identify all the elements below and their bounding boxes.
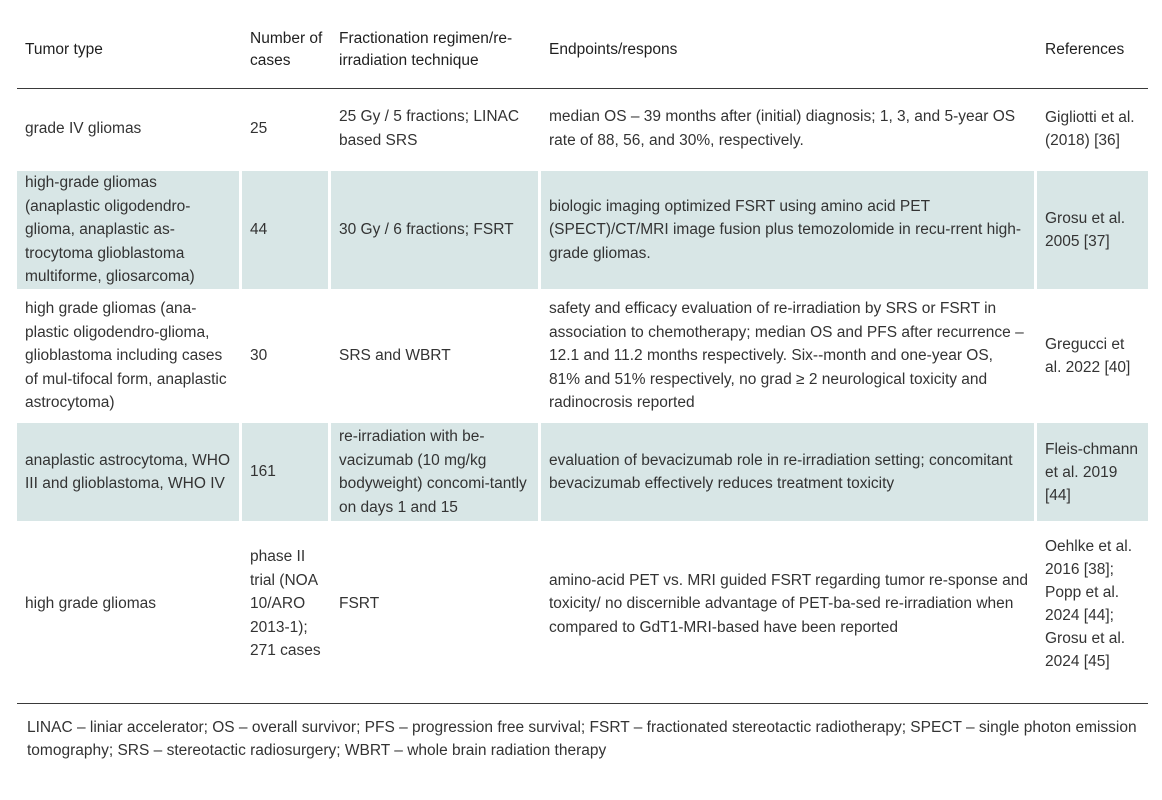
header-endpoints: Endpoints/respons [541,12,1037,89]
header-tumor-type: Tumor type [17,12,242,89]
table-row: anaplastic astrocytoma, WHO III and glio… [17,423,1148,524]
header-fractionation: Fractionation regimen/re-irradiation tec… [331,12,541,89]
cell-endpoints: safety and efficacy evaluation of re-irr… [541,292,1037,423]
cell-tumor-type: high grade gliomas [17,524,242,687]
cell-endpoints: amino-acid PET vs. MRI guided FSRT regar… [541,524,1037,687]
header-references: References [1037,12,1148,89]
cell-references: Grosu et al. 2005 [37] [1037,171,1148,292]
cell-fractionation: re-irradiation with be-vacizumab (10 mg/… [331,423,541,524]
cell-references: Oehlke et al. 2016 [38]; Popp et al. 202… [1037,524,1148,687]
cell-references: Fleis-chmann et al. 2019 [44] [1037,423,1148,524]
cell-references: Gregucci et al. 2022 [40] [1037,292,1148,423]
cell-endpoints: evaluation of bevacizumab role in re-irr… [541,423,1037,524]
table-row: high grade gliomas (ana-plastic oligoden… [17,292,1148,423]
cell-cases: 44 [242,171,331,292]
cell-tumor-type: grade IV gliomas [17,89,242,171]
table-container: Tumor type Number of cases Fractionation… [17,12,1148,759]
gliomas-reirradiation-table: Tumor type Number of cases Fractionation… [17,12,1148,687]
table-footnote: LINAC – liniar accelerator; OS – overall… [17,703,1148,759]
cell-fractionation: FSRT [331,524,541,687]
cell-cases: 25 [242,89,331,171]
cell-fractionation: SRS and WBRT [331,292,541,423]
cell-endpoints: median OS – 39 months after (initial) di… [541,89,1037,171]
cell-cases: 161 [242,423,331,524]
table-row: grade IV gliomas 25 25 Gy / 5 fractions;… [17,89,1148,171]
cell-cases: phase II trial (NOA 10/ARO 2013-1); 271 … [242,524,331,687]
cell-endpoints: biologic imaging optimized FSRT using am… [541,171,1037,292]
cell-tumor-type: high-grade gliomas (anaplastic oligodend… [17,171,242,292]
cell-fractionation: 25 Gy / 5 fractions; LINAC based SRS [331,89,541,171]
cell-cases: 30 [242,292,331,423]
header-number-of-cases: Number of cases [242,12,331,89]
cell-tumor-type: anaplastic astrocytoma, WHO III and glio… [17,423,242,524]
header-row: Tumor type Number of cases Fractionation… [17,12,1148,89]
cell-references: Gigliotti et al. (2018) [36] [1037,89,1148,171]
cell-tumor-type: high grade gliomas (ana-plastic oligoden… [17,292,242,423]
cell-fractionation: 30 Gy / 6 fractions; FSRT [331,171,541,292]
table-row: high grade gliomas phase II trial (NOA 1… [17,524,1148,687]
table-row: high-grade gliomas (anaplastic oligodend… [17,171,1148,292]
